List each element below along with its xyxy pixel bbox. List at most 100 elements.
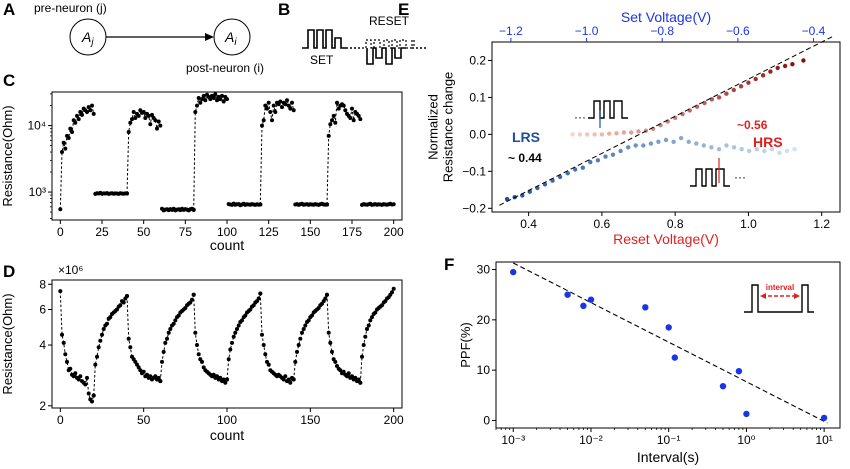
data-point — [621, 130, 627, 135]
x-tick-label: 200 — [384, 225, 404, 239]
data-point — [673, 115, 678, 121]
data-point — [325, 292, 329, 297]
interval-label: interval — [766, 283, 794, 292]
x-tick-label: 75 — [179, 225, 193, 239]
data-point — [820, 414, 828, 422]
y-axis-label-f: PPF(%) — [458, 322, 473, 368]
data-point — [573, 167, 578, 172]
data-point — [203, 98, 208, 103]
plot-frame-d — [51, 279, 403, 409]
data-point — [190, 297, 194, 302]
x-tick-label: 150 — [300, 413, 320, 427]
data-point — [580, 165, 585, 170]
y-tick-label: 8 — [39, 277, 46, 291]
data-point — [671, 139, 676, 144]
data-point — [126, 130, 131, 134]
data-point — [739, 147, 744, 152]
data-point — [223, 380, 228, 385]
data-point — [221, 377, 226, 382]
data-point — [353, 375, 358, 380]
data-point — [351, 118, 356, 123]
data-point — [331, 113, 336, 118]
data-point — [73, 120, 78, 125]
data-point — [724, 143, 729, 148]
data-point — [146, 113, 151, 118]
data-point — [131, 110, 136, 114]
x-tick-label: 50 — [137, 413, 151, 427]
y-tick-label: −0.2 — [462, 201, 486, 215]
y-tick-label: 4 — [39, 338, 46, 352]
set-pulse-train — [302, 29, 348, 49]
y-tick-label: 0.0 — [469, 127, 486, 141]
y-axis-label-d: Resistance(Ohm) — [0, 293, 15, 394]
data-point — [754, 147, 759, 152]
interval-arrowhead-left — [760, 293, 766, 299]
series-line-6 — [259, 293, 295, 385]
data-point — [587, 296, 595, 303]
data-point — [58, 207, 63, 212]
data-point — [130, 117, 134, 122]
data-point — [243, 313, 248, 318]
data-point — [128, 345, 133, 350]
data-point — [356, 377, 361, 382]
x-tick-label: 0 — [57, 225, 64, 239]
panel-letter-d: D — [3, 262, 15, 281]
y-tick-label: −0.1 — [462, 164, 486, 178]
data-point — [98, 338, 103, 343]
data-point — [296, 343, 301, 347]
data-point — [68, 126, 73, 131]
data-point — [138, 368, 143, 373]
data-point — [694, 141, 699, 146]
data-point — [333, 120, 338, 125]
data-point — [346, 371, 351, 376]
data-point — [633, 143, 638, 148]
data-point — [176, 313, 181, 318]
data-point — [191, 207, 196, 212]
data-point — [743, 410, 750, 418]
data-point — [306, 318, 311, 323]
data-point — [68, 366, 73, 371]
data-point — [280, 105, 284, 110]
x2-axis-label-e: Set Voltage(V) — [621, 9, 711, 25]
series-line-7 — [293, 294, 328, 380]
fit-line-f — [512, 262, 828, 424]
data-point — [218, 97, 223, 102]
data-point — [260, 123, 264, 128]
data-point — [360, 354, 364, 359]
data-point — [753, 76, 758, 82]
data-point — [278, 99, 283, 104]
data-point — [158, 379, 163, 384]
x2-tick-label: −1.2 — [499, 24, 523, 38]
annotation-hrs-value: ~0.56 — [737, 118, 768, 132]
x2-tick-label: −1.0 — [575, 24, 599, 38]
data-point — [580, 302, 587, 309]
data-point — [656, 139, 661, 144]
data-point — [270, 118, 274, 123]
x-tick-label: 175 — [342, 225, 362, 239]
data-point — [735, 368, 743, 375]
data-point — [91, 111, 96, 116]
data-point — [96, 345, 101, 350]
data-point — [731, 145, 737, 150]
data-point — [90, 103, 94, 108]
data-point — [193, 330, 198, 335]
post-neuron-node — [213, 18, 251, 56]
series-line-8 — [326, 294, 361, 384]
reset-pulse-train — [366, 47, 406, 65]
x2-tick-label: −0.4 — [802, 24, 826, 38]
y-axis-label-c: Resistance(Ohm) — [0, 105, 15, 206]
y-tick-label: 20 — [477, 313, 491, 327]
connect-dots — [362, 39, 415, 49]
pre-neuron-symbol: Aj — [81, 29, 94, 48]
interval-pulse-inset — [744, 284, 814, 313]
data-point — [592, 132, 597, 137]
data-point — [595, 158, 601, 163]
data-point — [85, 375, 89, 380]
data-point — [701, 143, 706, 148]
data-point — [128, 120, 133, 125]
data-point — [680, 111, 685, 117]
data-point — [161, 349, 166, 354]
data-point — [60, 150, 64, 154]
data-point — [510, 268, 517, 276]
data-point — [118, 303, 123, 308]
